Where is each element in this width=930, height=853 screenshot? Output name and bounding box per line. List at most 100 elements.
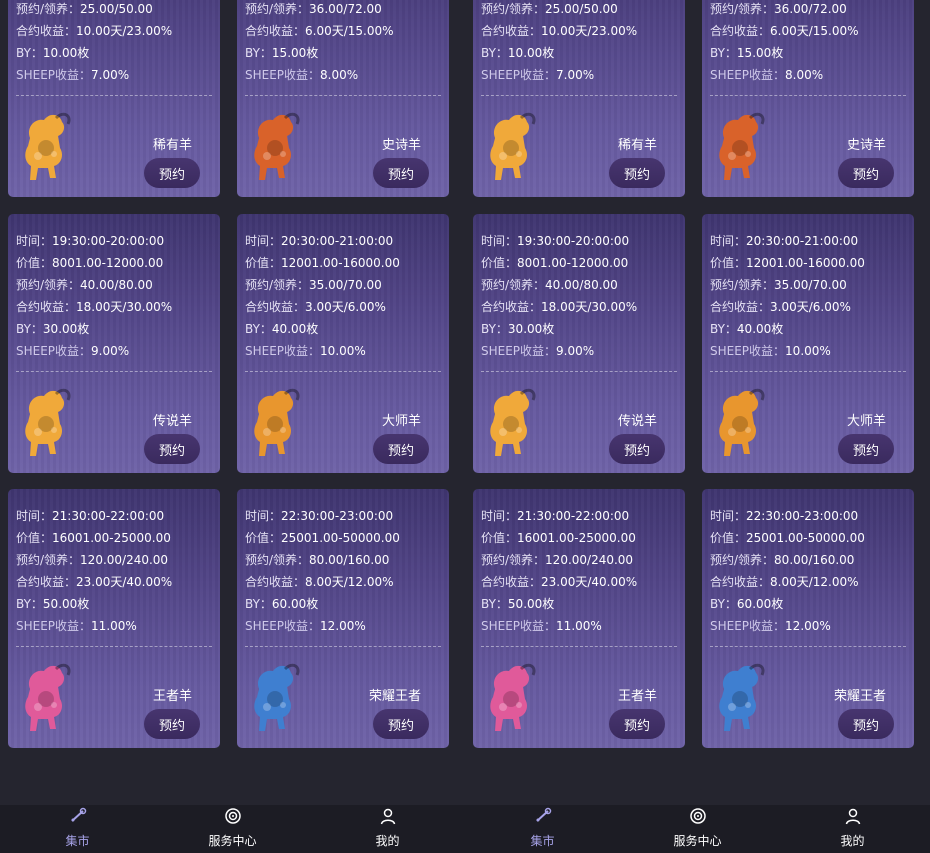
contract-row: 合约收益：3.00天/6.00%	[245, 296, 441, 318]
grade-label: 荣耀王者	[368, 689, 421, 704]
by-label: BY：	[481, 46, 508, 60]
value-row: 价值：25001.00-50000.00	[245, 527, 441, 549]
by-value: 40.00枚	[271, 322, 319, 336]
sheep-value: 7.00%	[556, 68, 595, 82]
time-value: 21:30:00-22:00:00	[517, 509, 630, 523]
reserve-value: 120.00/240.00	[545, 553, 634, 567]
reserve-button[interactable]: 预约	[838, 709, 894, 739]
reserve-button[interactable]: 预约	[838, 434, 894, 464]
reserve-row: 预约/领养：35.00/70.00	[245, 274, 441, 296]
reserve-row: 预约/领养：36.00/72.00	[710, 0, 906, 20]
tab-service-center[interactable]: 服务中心	[155, 805, 310, 853]
sheep-icon	[254, 112, 300, 180]
by-value: 10.00枚	[42, 46, 90, 60]
tab-market[interactable]: 集市	[0, 805, 155, 853]
card-info: 时间：20:30:00-21:00:00 价值：12001.00-16000.0…	[245, 230, 441, 362]
reserve-button[interactable]: 预约	[144, 434, 200, 464]
contract-label: 合约收益：	[245, 575, 306, 589]
reserve-value: 40.00/80.00	[80, 278, 153, 292]
grade-label: 传说羊	[617, 414, 657, 429]
reserve-value: 25.00/50.00	[545, 2, 618, 16]
tab-market[interactable]: 集市	[465, 805, 620, 853]
contract-label: 合约收益：	[245, 300, 306, 314]
reserve-button[interactable]: 预约	[144, 709, 200, 739]
contract-row: 合约收益：10.00天/23.00%	[16, 20, 212, 42]
reserve-value: 40.00/80.00	[545, 278, 618, 292]
grade-label: 稀有羊	[152, 138, 192, 153]
by-value: 60.00枚	[271, 597, 319, 611]
time-row: 时间：22:30:00-23:00:00	[245, 505, 441, 527]
reserve-button[interactable]: 预约	[373, 158, 429, 188]
divider	[16, 646, 212, 647]
reserve-button[interactable]: 预约	[609, 709, 665, 739]
contract-row: 合约收益：8.00天/12.00%	[245, 571, 441, 593]
tab-mine[interactable]: 我的	[775, 805, 930, 853]
sheep-value: 9.00%	[91, 344, 130, 358]
sheep-value: 9.00%	[556, 344, 595, 358]
card-info: 时间：22:30:00-23:00:00 价值：25001.00-50000.0…	[710, 505, 906, 637]
tab-label: 集市	[65, 834, 90, 848]
product-card-稀有羊: 时间： 价值： 预约/领养：25.00/50.00 合约收益：10.00天/23…	[473, 0, 685, 197]
contract-row: 合约收益：23.00天/40.00%	[16, 571, 212, 593]
value-value: 25001.00-50000.00	[746, 531, 865, 545]
value-label: 价值：	[481, 531, 518, 545]
contract-label: 合约收益：	[16, 575, 77, 589]
grade-label: 荣耀王者	[833, 689, 886, 704]
reserve-label: 预约/领养：	[16, 2, 81, 16]
time-value: 20:30:00-21:00:00	[746, 234, 859, 248]
sheep-row: SHEEP收益：7.00%	[481, 64, 677, 86]
sheep-value: 12.00%	[320, 619, 366, 633]
contract-row: 合约收益：18.00天/30.00%	[16, 296, 212, 318]
grade-label: 传说羊	[152, 414, 192, 429]
grade-label: 史诗羊	[846, 138, 886, 153]
contract-value: 18.00天/30.00%	[76, 300, 173, 314]
time-value: 19:30:00-20:00:00	[52, 234, 165, 248]
reserve-row: 预约/领养：40.00/80.00	[481, 274, 677, 296]
by-value: 40.00枚	[736, 322, 784, 336]
value-row: 价值：16001.00-25000.00	[16, 527, 212, 549]
sheep-icon	[25, 663, 71, 731]
by-row: BY：10.00枚	[481, 42, 677, 64]
product-card-史诗羊: 时间： 价值： 预约/领养：36.00/72.00 合约收益：6.00天/15.…	[237, 0, 449, 197]
value-value: 8001.00-12000.00	[517, 256, 629, 270]
by-value: 60.00枚	[736, 597, 784, 611]
by-label: BY：	[481, 322, 508, 336]
grade-label: 史诗羊	[381, 138, 421, 153]
card-info: 时间：21:30:00-22:00:00 价值：16001.00-25000.0…	[481, 505, 677, 637]
reserve-label: 预约/领养：	[481, 553, 546, 567]
by-label: BY：	[710, 46, 737, 60]
tab-label: 我的	[840, 834, 865, 848]
by-row: BY：50.00枚	[16, 593, 212, 615]
tab-mine[interactable]: 我的	[310, 805, 465, 853]
by-value: 30.00枚	[507, 322, 555, 336]
value-value: 25001.00-50000.00	[281, 531, 400, 545]
contract-value: 8.00天/12.00%	[305, 575, 394, 589]
contract-label: 合约收益：	[710, 575, 771, 589]
by-value: 30.00枚	[42, 322, 90, 336]
by-row: BY：60.00枚	[245, 593, 441, 615]
by-label: BY：	[16, 46, 43, 60]
sheep-row: SHEEP收益：12.00%	[245, 615, 441, 637]
sheep-label: SHEEP收益：	[710, 619, 786, 633]
sheep-icon	[490, 663, 536, 731]
reserve-value: 35.00/70.00	[309, 278, 382, 292]
product-card-荣耀王者: 时间：22:30:00-23:00:00 价值：25001.00-50000.0…	[702, 489, 914, 748]
reserve-button[interactable]: 预约	[373, 709, 429, 739]
reserve-row: 预约/领养：80.00/160.00	[710, 549, 906, 571]
sheep-row: SHEEP收益：11.00%	[481, 615, 677, 637]
value-label: 价值：	[16, 531, 53, 545]
reserve-button[interactable]: 预约	[609, 434, 665, 464]
value-label: 价值：	[245, 256, 282, 270]
sheep-row: SHEEP收益：10.00%	[245, 340, 441, 362]
reserve-button[interactable]: 预约	[609, 158, 665, 188]
by-row: BY：40.00枚	[245, 318, 441, 340]
reserve-button[interactable]: 预约	[373, 434, 429, 464]
reserve-button[interactable]: 预约	[838, 158, 894, 188]
reserve-row: 预约/领养：40.00/80.00	[16, 274, 212, 296]
reserve-button[interactable]: 预约	[144, 158, 200, 188]
sheep-row: SHEEP收益：11.00%	[16, 615, 212, 637]
divider	[481, 371, 677, 372]
tab-service-center[interactable]: 服务中心	[620, 805, 775, 853]
reserve-row: 预约/领养：120.00/240.00	[16, 549, 212, 571]
sheep-icon	[719, 663, 765, 731]
